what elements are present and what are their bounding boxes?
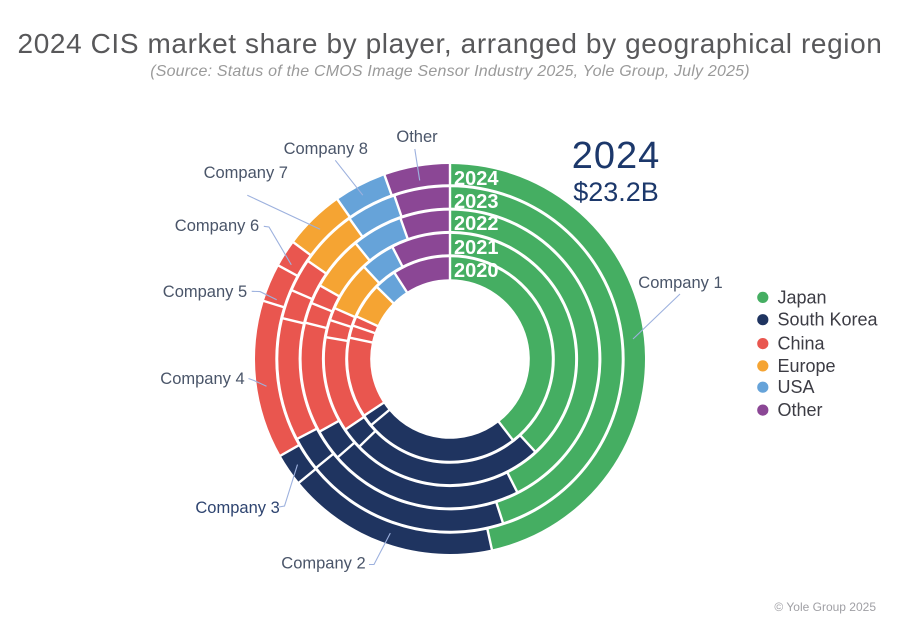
svg-text:Company 8: Company 8 — [284, 140, 368, 158]
svg-text:Company 5: Company 5 — [163, 283, 247, 301]
svg-text:$23.2B: $23.2B — [573, 177, 659, 207]
svg-text:2024: 2024 — [572, 135, 661, 177]
svg-text:Company 4: Company 4 — [160, 370, 244, 388]
svg-text:Company 6: Company 6 — [175, 217, 259, 235]
svg-text:2023: 2023 — [454, 191, 499, 213]
svg-text:2021: 2021 — [454, 237, 499, 259]
svg-text:Europe: Europe — [778, 356, 836, 376]
svg-text:Company 7: Company 7 — [204, 164, 288, 182]
svg-text:Company 2: Company 2 — [281, 555, 365, 573]
svg-text:Company 3: Company 3 — [195, 499, 279, 517]
svg-text:Other: Other — [778, 400, 823, 420]
svg-text:Company 1: Company 1 — [638, 274, 722, 292]
svg-text:South Korea: South Korea — [778, 310, 879, 330]
svg-text:2024: 2024 — [454, 168, 499, 190]
svg-text:Other: Other — [396, 128, 438, 146]
svg-text:2022: 2022 — [454, 213, 499, 235]
svg-text:USA: USA — [778, 377, 815, 397]
svg-text:China: China — [778, 334, 826, 354]
svg-text:2020: 2020 — [454, 260, 499, 282]
svg-text:Japan: Japan — [778, 287, 827, 307]
